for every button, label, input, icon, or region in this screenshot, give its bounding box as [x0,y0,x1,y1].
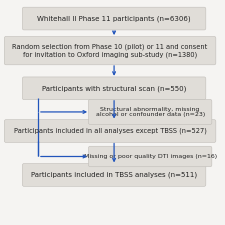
FancyBboxPatch shape [88,146,212,167]
Text: Structural abnormality, missing
alcohol or confounder data (n=23): Structural abnormality, missing alcohol … [95,106,205,117]
FancyBboxPatch shape [22,164,206,186]
Text: Whitehall II Phase 11 participants (n=6306): Whitehall II Phase 11 participants (n=63… [37,15,191,22]
Text: Random selection from Phase 10 (pilot) or 11 and consent
for invitation to Oxfor: Random selection from Phase 10 (pilot) o… [12,44,208,58]
FancyBboxPatch shape [4,36,216,65]
FancyBboxPatch shape [88,99,212,124]
Text: Participants included in TBSS analyses (n=511): Participants included in TBSS analyses (… [31,172,197,178]
Text: Participants included in all analyses except TBSS (n=527): Participants included in all analyses ex… [14,128,207,134]
FancyBboxPatch shape [22,7,206,30]
Text: Participants with structural scan (n=550): Participants with structural scan (n=550… [42,85,186,92]
FancyBboxPatch shape [4,120,216,142]
Text: Missing or poor quality DTI images (n=16): Missing or poor quality DTI images (n=16… [83,154,217,159]
FancyBboxPatch shape [22,77,206,100]
